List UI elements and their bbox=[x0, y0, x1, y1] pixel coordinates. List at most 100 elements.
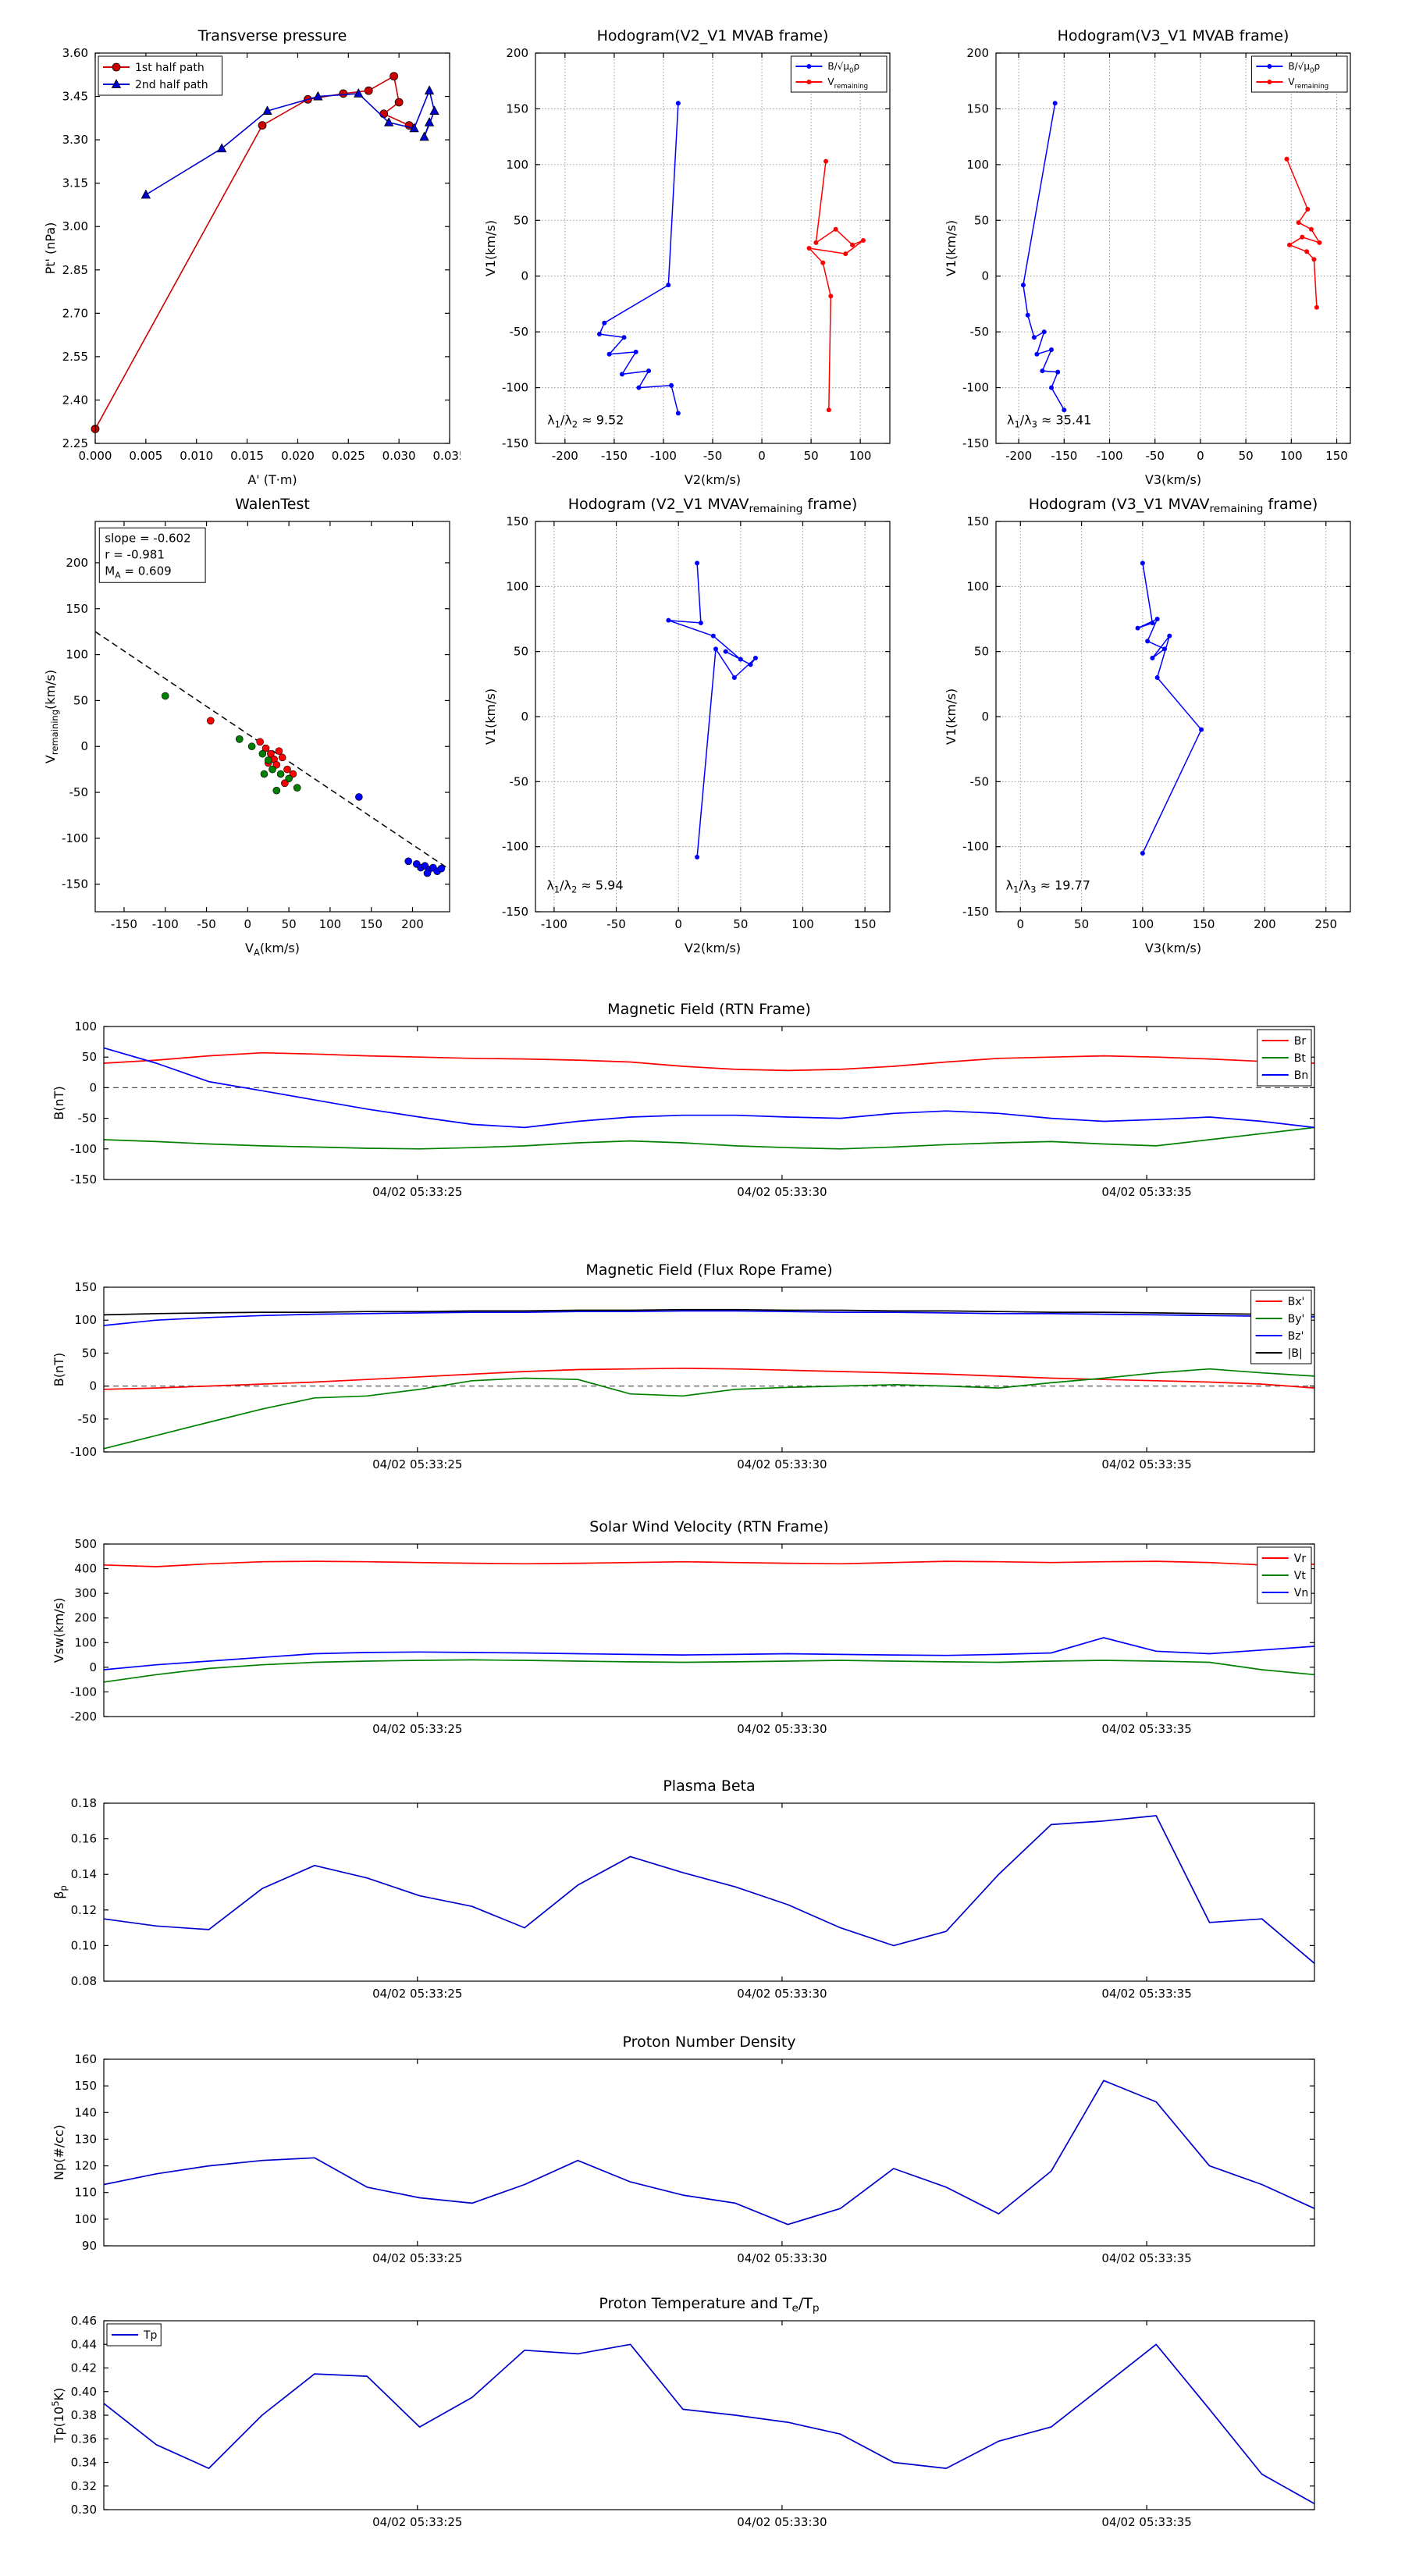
svg-text:Transverse pressure: Transverse pressure bbox=[197, 27, 347, 44]
svg-text:0: 0 bbox=[89, 1379, 97, 1393]
svg-text:150: 150 bbox=[74, 2079, 97, 2093]
svg-text:50: 50 bbox=[974, 213, 989, 227]
svg-text:0.005: 0.005 bbox=[129, 449, 162, 463]
svg-text:Np(#/cc): Np(#/cc) bbox=[52, 2125, 66, 2180]
svg-text:04/02 05:33:30: 04/02 05:33:30 bbox=[737, 1185, 827, 1199]
svg-text:-50: -50 bbox=[510, 774, 529, 788]
svg-text:0.38: 0.38 bbox=[71, 2408, 97, 2422]
svg-text:0.08: 0.08 bbox=[71, 1974, 97, 1988]
svg-text:100: 100 bbox=[791, 917, 814, 931]
walen-test-chart: -150 -100 -50 0 50 100 150 200 -150 -100 -50 0 50 100… bbox=[39, 486, 461, 962]
svg-text:50: 50 bbox=[514, 645, 528, 659]
svg-text:-100: -100 bbox=[502, 840, 528, 854]
svg-text:50: 50 bbox=[1074, 917, 1089, 931]
svg-text:V1(km/s): V1(km/s) bbox=[483, 688, 498, 745]
svg-text:100: 100 bbox=[966, 579, 989, 593]
svg-text:B/√μ0ρ: B/√μ0ρ bbox=[827, 61, 859, 75]
svg-text:04/02 05:33:30: 04/02 05:33:30 bbox=[737, 1987, 827, 2001]
svg-text:04/02 05:33:35: 04/02 05:33:35 bbox=[1101, 2251, 1191, 2265]
svg-text:04/02 05:33:35: 04/02 05:33:35 bbox=[1101, 2515, 1191, 2529]
svg-text:2nd half path: 2nd half path bbox=[135, 79, 208, 91]
svg-text:Magnetic Field (RTN Frame): Magnetic Field (RTN Frame) bbox=[607, 1001, 811, 1018]
svg-text:200: 200 bbox=[401, 917, 424, 931]
svg-text:-100: -100 bbox=[1096, 449, 1122, 463]
svg-text:50: 50 bbox=[1239, 449, 1254, 463]
svg-text:βp: βp bbox=[52, 1885, 69, 1899]
svg-text:2.40: 2.40 bbox=[62, 393, 88, 407]
svg-text:2.85: 2.85 bbox=[62, 263, 88, 277]
svg-text:100: 100 bbox=[506, 158, 528, 172]
svg-text:50: 50 bbox=[82, 1050, 97, 1064]
svg-text:0: 0 bbox=[89, 1660, 97, 1674]
svg-text:04/02 05:33:35: 04/02 05:33:35 bbox=[1101, 1185, 1191, 1199]
svg-text:0: 0 bbox=[758, 449, 766, 463]
svg-text:0.10: 0.10 bbox=[71, 1938, 97, 1952]
svg-text:-150: -150 bbox=[601, 449, 628, 463]
svg-text:0.46: 0.46 bbox=[71, 2314, 97, 2328]
svg-text:Hodogram(V2_V1 MVAB frame): Hodogram(V2_V1 MVAB frame) bbox=[597, 27, 829, 44]
svg-text:200: 200 bbox=[1254, 917, 1276, 931]
svg-text:150: 150 bbox=[966, 101, 989, 116]
svg-text:0: 0 bbox=[674, 917, 682, 931]
svg-text:WalenTest: WalenTest bbox=[235, 496, 310, 513]
svg-text:V2(km/s): V2(km/s) bbox=[685, 472, 741, 487]
svg-text:λ1/λ3 ≈ 19.77: λ1/λ3 ≈ 19.77 bbox=[1006, 878, 1090, 895]
svg-text:150: 150 bbox=[360, 917, 382, 931]
svg-text:V3(km/s): V3(km/s) bbox=[1145, 472, 1201, 487]
svg-text:-100: -100 bbox=[962, 381, 989, 395]
svg-text:0.000: 0.000 bbox=[79, 449, 112, 463]
svg-text:150: 150 bbox=[506, 101, 528, 116]
plasma-beta-panel: 04/02 05:33:25 04/02 05:33:30 04/02 05:33:… bbox=[43, 1769, 1327, 2011]
svg-text:50: 50 bbox=[282, 917, 297, 931]
svg-text:0: 0 bbox=[80, 739, 88, 753]
svg-text:0: 0 bbox=[244, 917, 252, 931]
svg-text:04/02 05:33:30: 04/02 05:33:30 bbox=[737, 1457, 827, 1471]
svg-text:500: 500 bbox=[74, 1537, 97, 1551]
svg-text:150: 150 bbox=[74, 1280, 97, 1294]
svg-text:Magnetic Field (Flux Rope Fram: Magnetic Field (Flux Rope Frame) bbox=[585, 1261, 832, 1279]
svg-text:Tp(105K): Tp(105K) bbox=[50, 2388, 66, 2444]
svg-text:-150: -150 bbox=[1051, 449, 1077, 463]
svg-text:Vsw(km/s): Vsw(km/s) bbox=[52, 1598, 66, 1663]
svg-text:110: 110 bbox=[74, 2186, 97, 2200]
svg-text:2.25: 2.25 bbox=[62, 436, 88, 450]
hodogram-v3v1-mvav-figure: 0 50 100 150 200 250 -150 -100 -50 0 50 100 150 Hodog… bbox=[944, 496, 1351, 955]
svg-text:Br: Br bbox=[1294, 1035, 1307, 1048]
svg-text:Hodogram (V3_V1 MVAVremaining: Hodogram (V3_V1 MVAVremaining frame) bbox=[1029, 496, 1318, 515]
svg-text:-150: -150 bbox=[502, 436, 528, 450]
svg-text:By': By' bbox=[1288, 1313, 1305, 1325]
svg-text:Proton Temperature and Te/Tp: Proton Temperature and Te/Tp bbox=[599, 2295, 819, 2314]
hodogram-v3v1-mvav-chart: 0 50 100 150 200 250 -150 -100 -50 0 50 100 150 Hodog… bbox=[940, 486, 1361, 962]
svg-text:0.44: 0.44 bbox=[71, 2337, 97, 2351]
svg-text:3.30: 3.30 bbox=[62, 133, 88, 147]
svg-text:04/02 05:33:25: 04/02 05:33:25 bbox=[372, 2515, 462, 2529]
magnetic-field-flux-rope-figure: 04/02 05:33:25 04/02 05:33:30 04/02 05:33:… bbox=[52, 1261, 1315, 1471]
svg-text:-200: -200 bbox=[552, 449, 578, 463]
svg-text:150: 150 bbox=[506, 514, 528, 528]
svg-text:-50: -50 bbox=[703, 449, 723, 463]
svg-text:-100: -100 bbox=[962, 840, 989, 854]
hodogram-v2v1-mvav-figure: -100 -50 0 50 100 150 -150 -100 -50 0 50 100 150 Hodo… bbox=[483, 496, 891, 955]
svg-text:-100: -100 bbox=[70, 1685, 97, 1699]
svg-text:100: 100 bbox=[74, 1635, 97, 1649]
svg-text:100: 100 bbox=[74, 2212, 97, 2226]
svg-text:|B|: |B| bbox=[1288, 1347, 1303, 1360]
svg-text:100: 100 bbox=[1132, 917, 1154, 931]
svg-text:-200: -200 bbox=[1005, 449, 1032, 463]
svg-text:-100: -100 bbox=[70, 1445, 97, 1459]
svg-text:90: 90 bbox=[82, 2239, 97, 2253]
svg-text:0: 0 bbox=[981, 710, 989, 724]
svg-text:3.45: 3.45 bbox=[62, 90, 88, 104]
svg-text:150: 150 bbox=[854, 917, 877, 931]
svg-text:50: 50 bbox=[974, 645, 989, 659]
svg-text:0.36: 0.36 bbox=[71, 2432, 97, 2446]
svg-text:-150: -150 bbox=[962, 436, 989, 450]
svg-text:0.030: 0.030 bbox=[382, 449, 416, 463]
svg-text:-50: -50 bbox=[78, 1112, 98, 1126]
svg-text:0.14: 0.14 bbox=[71, 1867, 97, 1881]
svg-text:slope = -0.602: slope = -0.602 bbox=[105, 532, 190, 546]
svg-text:-100: -100 bbox=[62, 831, 88, 845]
svg-text:Bx': Bx' bbox=[1288, 1296, 1305, 1308]
svg-text:200: 200 bbox=[506, 46, 528, 60]
